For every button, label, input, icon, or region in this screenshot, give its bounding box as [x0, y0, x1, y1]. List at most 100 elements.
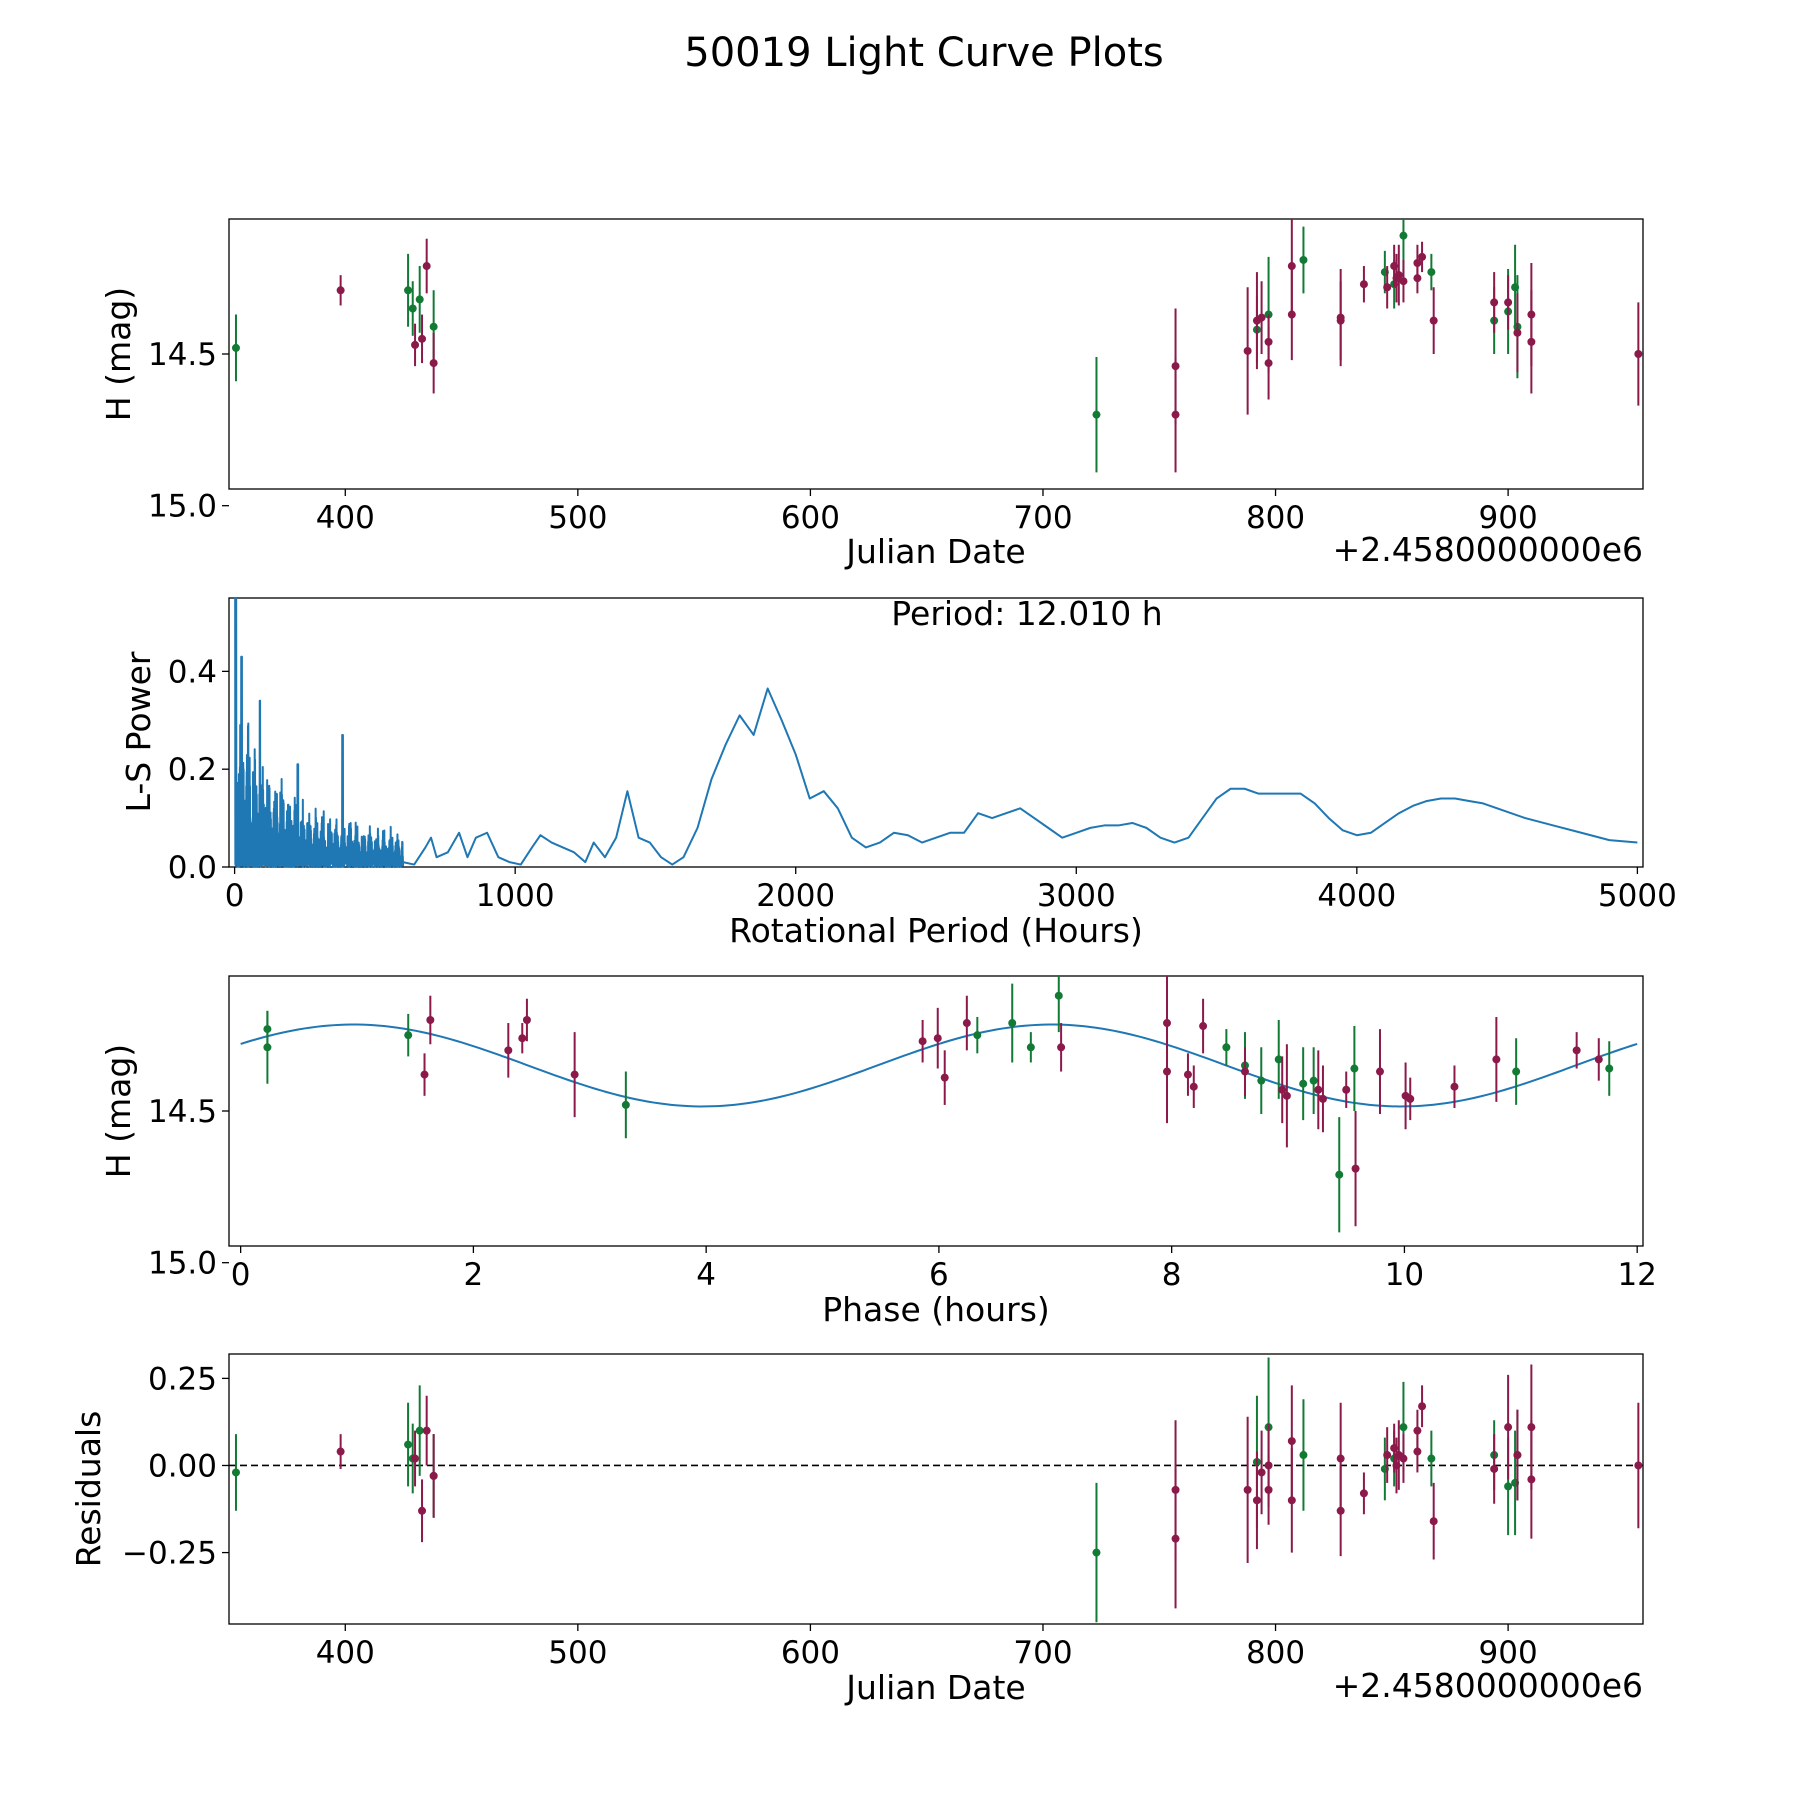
phased-point-maroon	[570, 1070, 579, 1079]
residuals-point-maroon	[1429, 1517, 1438, 1526]
residuals-ylabel: Residuals	[69, 1411, 108, 1568]
lightcurve-point-maroon	[1287, 262, 1296, 271]
phased-point-maroon	[1492, 1055, 1501, 1064]
phased-xtick-label: 0	[231, 1257, 251, 1293]
lightcurve-point-green	[404, 286, 413, 295]
phased-point-green	[1222, 1043, 1231, 1052]
lightcurve-xlabel: Julian Date	[844, 532, 1026, 571]
lightcurve-xtick-label: 700	[1013, 500, 1072, 536]
residuals-point-green	[1504, 1482, 1513, 1491]
phased-point-green	[1008, 1019, 1017, 1028]
lightcurve-ticks: 400 500 600 700 800 900 15.0 14.5	[148, 337, 1538, 536]
phased-point-green	[1335, 1170, 1344, 1179]
phased-xtick-label: 2	[464, 1257, 484, 1293]
phased-xlabel: Phase (hours)	[822, 1290, 1050, 1329]
residuals-point-green	[1399, 1423, 1408, 1432]
periodogram-ytick-label: 0.2	[168, 752, 217, 788]
phased-panel: 0 2 4 6 8 10 12 15.0 14.5 Phase (hours) H (mag)	[99, 975, 1657, 1329]
lightcurve-ytick-label: 15.0	[148, 489, 217, 525]
lightcurve-point-maroon	[1287, 310, 1296, 319]
lightcurve-marks	[231, 219, 1643, 473]
phased-point-maroon	[426, 1015, 435, 1024]
residuals-ytick-label: 0.00	[148, 1448, 217, 1484]
lightcurve-xtick-label: 600	[781, 500, 840, 536]
phased-fit-curve	[240, 1023, 1638, 1108]
phased-point-maroon	[1572, 1046, 1581, 1055]
phased-point-green	[404, 1031, 413, 1040]
lightcurve-point-maroon	[1257, 313, 1266, 322]
lightcurve-panel: 400 500 600 700 800 900 15.0 14.5 Julian Date H…	[99, 218, 1644, 571]
residuals-point-green	[1427, 1454, 1436, 1463]
periodogram-xtick-label: 0	[225, 878, 245, 914]
residuals-xtick-label: 900	[1479, 1635, 1538, 1671]
lightcurve-point-maroon	[1513, 328, 1522, 337]
figure-title: 50019 Light Curve Plots	[684, 30, 1163, 76]
phased-ticks: 0 2 4 6 8 10 12 15.0 14.5	[148, 1094, 1657, 1293]
lightcurve-point-maroon	[1634, 350, 1643, 358]
residuals-point-maroon	[1413, 1426, 1422, 1435]
lightcurve-point-green	[429, 322, 438, 331]
residuals-xlabel: Julian Date	[844, 1668, 1026, 1707]
lightcurve-point-maroon	[1527, 337, 1536, 346]
residuals-point-green	[1092, 1548, 1101, 1557]
phased-point-green	[263, 1043, 272, 1052]
periodogram-ytick-label: 0.4	[168, 654, 217, 690]
lightcurve-point-green	[1299, 255, 1308, 264]
lightcurve-point-green	[408, 304, 417, 313]
phased-point-green	[1026, 1043, 1035, 1052]
phased-point-maroon	[1406, 1094, 1415, 1103]
lightcurve-ylabel: H (mag)	[99, 287, 138, 421]
lightcurve-point-maroon	[411, 340, 420, 349]
lightcurve-xtick-label: 800	[1246, 500, 1305, 536]
lightcurve-point-maroon	[1383, 283, 1392, 292]
periodogram-ticks: 0 1000 2000 3000 4000 5000 0.0 0.2 0.4	[168, 654, 1677, 914]
residuals-axes-frame	[228, 1353, 1644, 1625]
periodogram-ylabel: L-S Power	[119, 651, 158, 812]
residuals-point-maroon	[1383, 1451, 1392, 1460]
residuals-point-maroon	[1336, 1506, 1345, 1515]
residuals-point-maroon	[1264, 1461, 1273, 1470]
residuals-point-green	[415, 1426, 424, 1435]
lightcurve-point-maroon	[1504, 298, 1513, 307]
residuals-panel: 400 500 600 700 800 900 0.25 0.00 −0.25 Julian D…	[69, 1353, 1644, 1707]
residuals-point-maroon	[1336, 1454, 1345, 1463]
phased-point-maroon	[1375, 1067, 1384, 1076]
lightcurve-ytick-label: 14.5	[148, 337, 217, 373]
phased-point-green	[1274, 1055, 1283, 1064]
residuals-point-green	[404, 1440, 413, 1449]
phased-point-maroon	[1163, 1067, 1172, 1076]
phased-point-green	[1605, 1064, 1614, 1073]
residuals-point-maroon	[336, 1447, 345, 1456]
periodogram-panel: 0 1000 2000 3000 4000 5000 0.0 0.2 0.4 Period: 1…	[119, 594, 1677, 950]
residuals-point-maroon	[1287, 1496, 1296, 1505]
residuals-point-maroon	[1490, 1464, 1499, 1473]
phased-point-maroon	[962, 1019, 971, 1028]
periodogram-power-line	[234, 597, 1638, 868]
residuals-xtick-label: 800	[1246, 1635, 1305, 1671]
residuals-point-maroon	[418, 1506, 427, 1515]
lightcurve-point-maroon	[1418, 252, 1427, 261]
residuals-point-maroon	[411, 1454, 420, 1463]
phased-xtick-label: 8	[1162, 1257, 1182, 1293]
residuals-ytick-label: 0.25	[148, 1361, 217, 1397]
residuals-point-green	[1299, 1451, 1308, 1460]
phased-point-maroon	[1318, 1094, 1327, 1103]
lightcurve-xtick-label: 900	[1479, 500, 1538, 536]
lightcurve-point-maroon	[1394, 271, 1403, 280]
phased-axes-frame	[228, 975, 1644, 1247]
phased-point-green	[1299, 1079, 1308, 1088]
phased-xtick-label: 10	[1385, 1257, 1424, 1293]
phased-point-green	[621, 1100, 630, 1109]
residuals-point-maroon	[1504, 1423, 1513, 1432]
phased-xtick-label: 6	[929, 1257, 949, 1293]
lightcurve-point-green	[1427, 268, 1436, 277]
phased-point-maroon	[1450, 1082, 1459, 1091]
residuals-point-maroon	[1243, 1485, 1252, 1494]
lightcurve-point-maroon	[1399, 277, 1408, 286]
phased-point-maroon	[933, 1034, 942, 1043]
phased-point-green	[1350, 1064, 1359, 1073]
phased-point-maroon	[1183, 1070, 1192, 1079]
residuals-point-maroon	[1287, 1437, 1296, 1446]
phased-point-maroon	[1594, 1055, 1603, 1064]
